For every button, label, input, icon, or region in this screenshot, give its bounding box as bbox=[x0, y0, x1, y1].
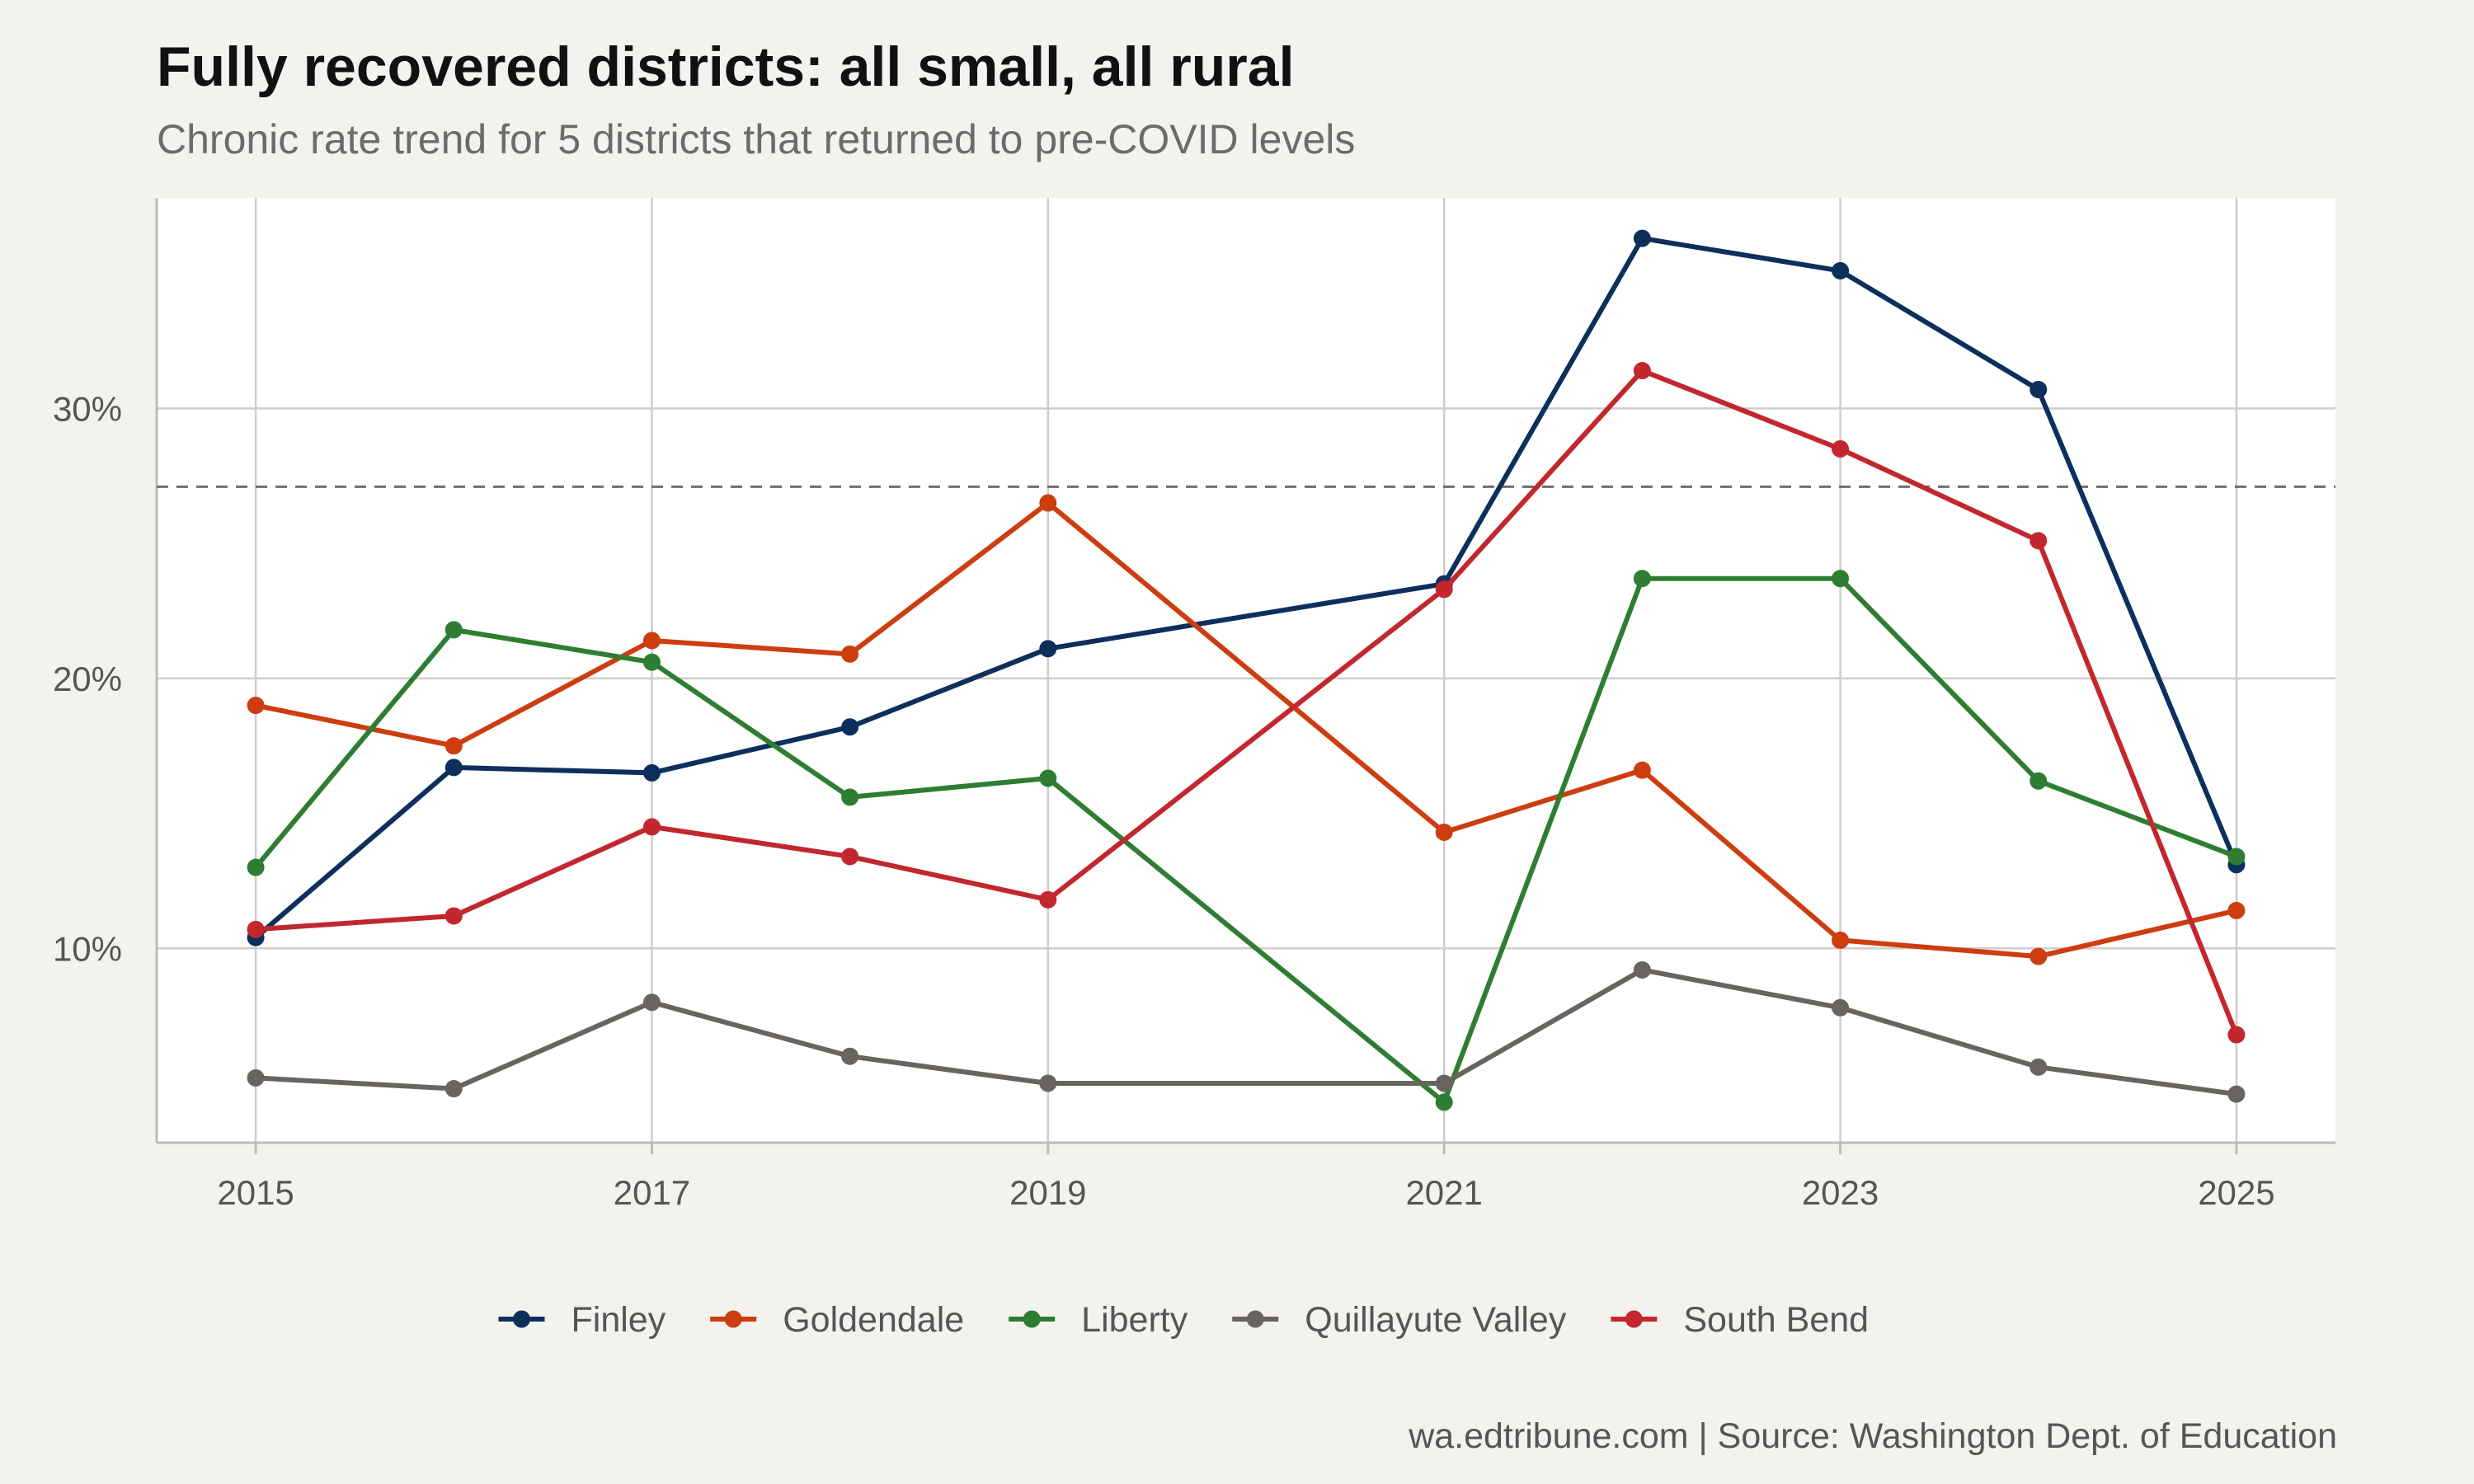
data-point-liberty bbox=[841, 788, 859, 806]
data-point-finley bbox=[1832, 261, 1850, 279]
data-point-finley bbox=[642, 763, 661, 782]
legend-key-point-liberty bbox=[1023, 1310, 1041, 1328]
data-point-goldendale bbox=[2030, 947, 2048, 965]
data-point-south-bend bbox=[2227, 1026, 2246, 1044]
data-point-south-bend bbox=[642, 818, 661, 836]
data-point-quillayute-valley bbox=[642, 993, 661, 1012]
legend-label-liberty: Liberty bbox=[1081, 1300, 1188, 1340]
data-point-finley bbox=[444, 758, 463, 777]
data-point-quillayute-valley bbox=[1832, 998, 1850, 1017]
data-point-south-bend bbox=[841, 848, 859, 866]
data-point-liberty bbox=[444, 621, 463, 639]
data-point-south-bend bbox=[1633, 362, 1651, 380]
data-point-liberty bbox=[1039, 769, 1057, 787]
chart-subtitle: Chronic rate trend for 5 districts that … bbox=[157, 116, 1356, 162]
series-group bbox=[247, 229, 2246, 1111]
data-point-finley bbox=[841, 718, 859, 736]
data-point-liberty bbox=[1633, 570, 1651, 588]
data-point-quillayute-valley bbox=[247, 1068, 265, 1087]
legend: Finley Goldendale Liberty Quillayute Valley… bbox=[498, 1300, 1869, 1340]
series-line-south-bend bbox=[253, 368, 2239, 1037]
data-point-quillayute-valley bbox=[444, 1080, 463, 1098]
legend-key-point-finley bbox=[513, 1310, 530, 1328]
legend-label-south-bend: South Bend bbox=[1683, 1300, 1869, 1340]
x-tick-label: 2017 bbox=[614, 1173, 690, 1212]
data-point-liberty bbox=[247, 858, 265, 876]
x-tick-label: 2019 bbox=[1009, 1173, 1086, 1212]
legend-key-point-south-bend bbox=[1625, 1310, 1643, 1328]
data-point-goldendale bbox=[841, 645, 859, 663]
legend-key-point-goldendale bbox=[724, 1310, 742, 1328]
data-point-goldendale bbox=[247, 697, 265, 715]
data-point-finley bbox=[1039, 640, 1057, 658]
data-point-finley bbox=[1633, 229, 1651, 247]
x-tick-label: 2025 bbox=[2198, 1173, 2274, 1212]
data-point-quillayute-valley bbox=[1039, 1074, 1057, 1092]
y-tick-label: 10% bbox=[53, 929, 122, 968]
legend-label-finley: Finley bbox=[571, 1300, 666, 1340]
x-tick-label: 2023 bbox=[1802, 1173, 1879, 1212]
data-point-goldendale bbox=[1832, 931, 1850, 949]
data-point-liberty bbox=[2227, 848, 2246, 866]
data-point-quillayute-valley bbox=[841, 1047, 859, 1065]
series-line-liberty bbox=[253, 575, 2239, 1105]
series-line-finley bbox=[253, 236, 2239, 941]
legend-label-quillayute-valley: Quillayute Valley bbox=[1305, 1300, 1567, 1340]
data-point-goldendale bbox=[1435, 823, 1453, 841]
data-point-south-bend bbox=[2030, 532, 2048, 550]
axes: 2015 2017 2019 2021 2023 2025 10% 20% 30% bbox=[53, 198, 2335, 1212]
series-line-goldendale bbox=[253, 500, 2239, 960]
legend-key-point-quillayute-valley bbox=[1246, 1310, 1264, 1328]
data-point-south-bend bbox=[1832, 440, 1850, 458]
y-tick-label: 20% bbox=[53, 660, 122, 698]
data-point-liberty bbox=[2030, 772, 2048, 790]
y-tick-label: 30% bbox=[53, 389, 122, 428]
data-point-quillayute-valley bbox=[2227, 1085, 2246, 1103]
series-line-quillayute-valley bbox=[253, 967, 2239, 1097]
data-point-south-bend bbox=[1039, 890, 1057, 909]
data-point-liberty bbox=[1832, 570, 1850, 588]
grid-lines bbox=[157, 198, 2335, 1143]
data-point-goldendale bbox=[1633, 761, 1651, 779]
data-point-south-bend bbox=[444, 907, 463, 925]
data-point-liberty bbox=[642, 653, 661, 671]
chart-caption: wa.edtribune.com | Source: Washington De… bbox=[1409, 1416, 2337, 1456]
data-point-goldendale bbox=[2227, 901, 2246, 919]
data-point-south-bend bbox=[1435, 580, 1453, 599]
data-point-finley bbox=[2030, 380, 2048, 398]
data-point-goldendale bbox=[642, 632, 661, 650]
data-point-quillayute-valley bbox=[1633, 960, 1651, 979]
x-tick-label: 2015 bbox=[217, 1173, 294, 1212]
chart-title: Fully recovered districts: all small, al… bbox=[157, 35, 1295, 98]
legend-label-goldendale: Goldendale bbox=[783, 1300, 964, 1340]
data-point-quillayute-valley bbox=[2030, 1058, 2048, 1076]
data-point-quillayute-valley bbox=[1435, 1074, 1453, 1092]
data-point-goldendale bbox=[1039, 494, 1057, 512]
x-tick-label: 2021 bbox=[1405, 1173, 1482, 1212]
data-point-goldendale bbox=[444, 737, 463, 755]
data-point-liberty bbox=[1435, 1093, 1453, 1111]
data-point-south-bend bbox=[247, 920, 265, 938]
